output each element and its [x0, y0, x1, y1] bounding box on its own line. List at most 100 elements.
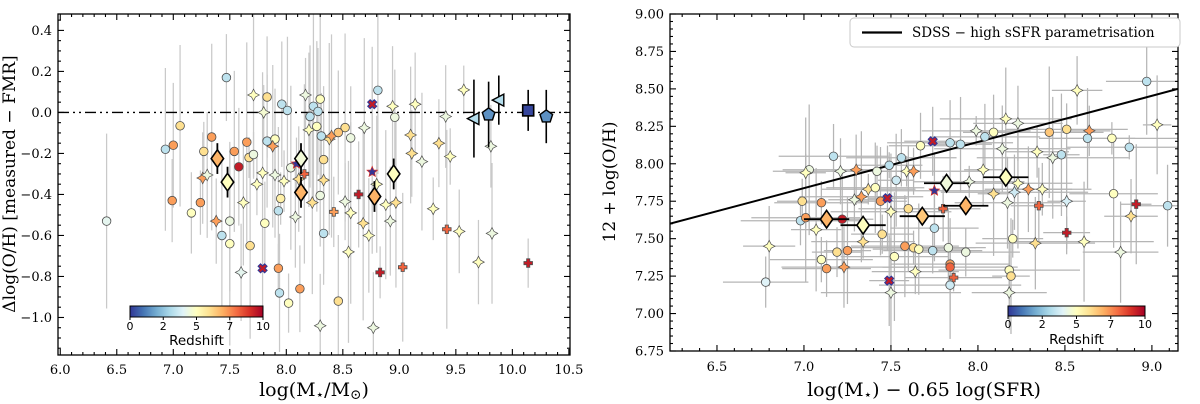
- scatter-point-circle: [896, 153, 907, 163]
- x-tick-label: 7.0: [794, 360, 815, 375]
- scatter-point-star4: [200, 168, 214, 182]
- scatter-point-star4: [1030, 145, 1044, 159]
- scatter-point-circle: [245, 240, 255, 251]
- scatter-point-star4: [1000, 196, 1015, 210]
- median-diamond: [386, 163, 401, 185]
- scatter-point-plus: [938, 203, 948, 214]
- scatter-point-circle: [1006, 271, 1016, 281]
- scatter-point-star4: [379, 198, 393, 212]
- colorbar-title: Redshift: [169, 333, 224, 349]
- scatter-point-star4: [408, 97, 422, 111]
- scatter-point-circle: [195, 197, 206, 208]
- y-tick-label: −0.2: [20, 147, 52, 162]
- scatter-point-circle: [797, 196, 807, 206]
- scatter-point-star4: [969, 124, 983, 138]
- scatter-point-star4: [366, 321, 380, 335]
- scatter-point-star4: [292, 172, 306, 186]
- scatter-point-star4: [415, 155, 429, 169]
- scatter-point-star4: [908, 265, 922, 279]
- scatter-point-circle: [373, 85, 383, 96]
- scatter-point-circle: [390, 112, 400, 123]
- y-axis-label: 12 + log(O/H): [600, 122, 620, 243]
- scatter-point-circle: [1162, 200, 1173, 211]
- median-diamond: [367, 186, 382, 207]
- scatter-layer: [101, 72, 533, 335]
- scatter-point-circle: [318, 154, 329, 165]
- scatter-point-circle: [872, 166, 882, 177]
- x-tick-label: 6.5: [106, 363, 127, 378]
- scatter-point-star4: [250, 177, 264, 191]
- scatter-point-circle: [262, 92, 272, 102]
- scatter-point-plus: [1131, 199, 1141, 209]
- scatter-point-circle: [800, 212, 811, 223]
- colorbar-tick-label: 2: [1039, 318, 1046, 331]
- scatter-point-circle: [316, 131, 326, 141]
- colorbar-tick-label: 7: [226, 320, 233, 333]
- scatter-point-circle: [821, 263, 832, 274]
- scatter-point-star4: [404, 128, 418, 142]
- x-tick-label: 7.5: [881, 360, 902, 375]
- scatter-point-x: [366, 98, 378, 110]
- scatter-point-circle: [234, 162, 244, 172]
- scatter-point-circle: [945, 280, 955, 290]
- scatter-point-circle: [315, 94, 325, 104]
- scatter-point-star4: [439, 109, 453, 124]
- scatter-point-star4: [432, 136, 446, 150]
- scatter-point-star4: [1114, 245, 1128, 259]
- colorbar-tick-label: 5: [1073, 318, 1080, 331]
- scatter-point-circle: [318, 228, 329, 239]
- scatter-point-star4: [338, 195, 352, 209]
- stack-pentagon: [481, 107, 496, 121]
- y-tick-label: 0.0: [31, 106, 52, 121]
- scatter-point-star4: [884, 205, 898, 219]
- stack-triangle-left: [465, 111, 480, 126]
- scatter-point-star4: [246, 88, 261, 102]
- scatter-point-circle: [1108, 188, 1119, 199]
- scatter-point-plus: [523, 258, 533, 268]
- y-tick-label: −0.8: [20, 270, 52, 285]
- scatter-point-circle: [870, 182, 880, 193]
- x-tick-label: 10.0: [498, 363, 527, 378]
- y-tick-label: −0.4: [20, 188, 52, 203]
- scatter-point-circle: [312, 121, 322, 132]
- scatter-point-circle: [286, 163, 296, 173]
- scatter-point-circle: [980, 132, 990, 142]
- y-tick-label: −1.0: [20, 311, 52, 326]
- scatter-point-circle: [842, 245, 853, 256]
- scatter-point-circle: [903, 203, 913, 214]
- colorbar-tick-label: 10: [256, 320, 270, 333]
- scatter-point-circle: [928, 245, 938, 256]
- scatter-point-circle: [915, 141, 926, 151]
- scatter-point-plus: [442, 224, 452, 235]
- scatter-point-circle: [260, 218, 270, 228]
- scatter-point-circle: [186, 208, 197, 218]
- median-diamond: [939, 173, 954, 194]
- y-tick-label: 7.50: [635, 232, 664, 247]
- median-diamond: [210, 148, 225, 169]
- scatter-point-circle: [277, 99, 287, 109]
- scatter-point-circle: [160, 144, 171, 155]
- colorbar-tick-label: 5: [193, 320, 200, 333]
- scatter-point-star4: [1046, 151, 1060, 165]
- scatter-point-circle: [1107, 133, 1117, 144]
- median-diamond: [998, 167, 1013, 188]
- y-tick-label: −0.6: [20, 229, 52, 244]
- scatter-point-circle: [305, 111, 315, 122]
- scatter-point-star4: [837, 260, 851, 274]
- scatter-point-circle: [225, 216, 235, 226]
- legend-box: [849, 17, 1181, 48]
- scatter-point-plus: [299, 169, 310, 179]
- colorbar-tick-label: 10: [1138, 318, 1152, 331]
- scatter-point-star4: [405, 146, 419, 160]
- scatter-point-star4: [298, 88, 313, 102]
- scatter-point-circle: [828, 151, 839, 162]
- scatter-point-star4: [426, 202, 440, 216]
- scatter-point-star4: [484, 139, 498, 153]
- scatter-point-star4: [962, 175, 976, 189]
- x-tick-label: 9.0: [389, 363, 410, 378]
- median-diamond: [293, 182, 309, 203]
- y-tick-label: 7.25: [635, 270, 664, 285]
- scatter-point-circle: [891, 175, 901, 186]
- scatter-point-star4: [847, 193, 861, 207]
